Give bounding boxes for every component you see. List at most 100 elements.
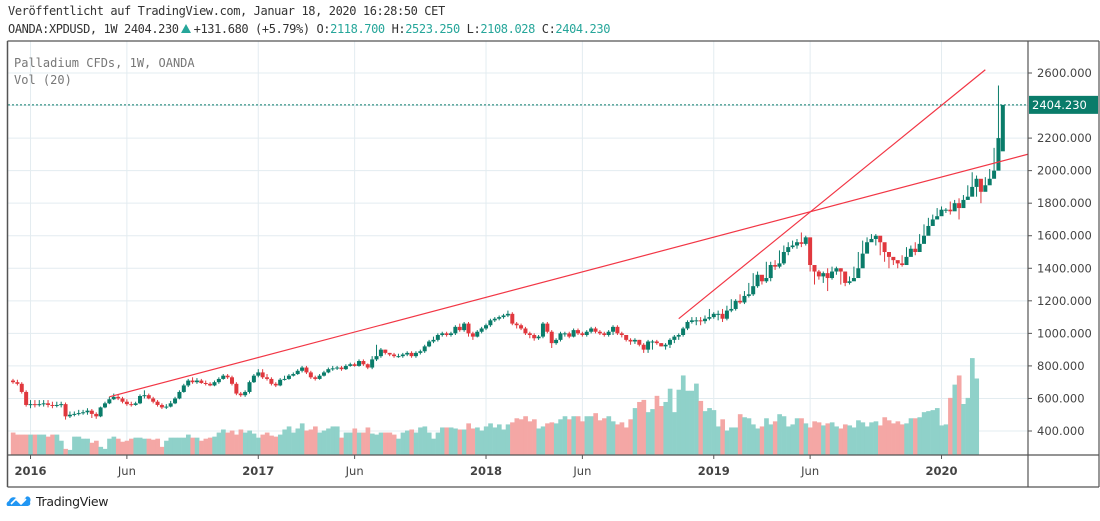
candle-body — [427, 341, 432, 347]
volume-bar — [786, 426, 791, 455]
candle-body — [843, 271, 848, 283]
candle — [869, 234, 874, 243]
volume-bar — [356, 432, 362, 455]
candle — [746, 282, 751, 298]
volume-bar — [545, 423, 550, 455]
high-value: 2523.250 — [405, 22, 460, 36]
candle-body — [216, 378, 221, 383]
volume-bar — [838, 428, 844, 455]
volume-bar — [746, 418, 752, 455]
volume-bar — [549, 422, 555, 455]
brand-name: TradingView — [36, 493, 109, 509]
candle-body — [965, 196, 970, 200]
candle-body — [186, 380, 191, 386]
candle-body — [738, 300, 743, 303]
candle-body — [694, 320, 699, 322]
candle-body — [580, 333, 585, 335]
volume-bar — [186, 434, 191, 455]
volume-bar — [440, 427, 445, 455]
volume-bar — [790, 424, 796, 455]
candle — [177, 390, 182, 400]
volume-bar — [917, 417, 923, 455]
volume-bar — [895, 421, 901, 455]
price-axis[interactable]: 2600.000 2200.000 2000.000 1800.000 1600.000… — [1028, 66, 1098, 438]
candle — [256, 369, 261, 378]
volume-bar — [610, 421, 616, 455]
candle-body — [59, 404, 64, 406]
candle — [764, 261, 769, 283]
candle — [247, 380, 252, 394]
volume-bar — [672, 412, 677, 455]
candle — [650, 339, 655, 350]
candle-body — [81, 412, 86, 414]
candle-body — [138, 396, 143, 404]
high-label: H: — [391, 22, 406, 36]
volume-bar — [720, 419, 726, 455]
volume-bar — [575, 416, 581, 455]
volume-bar — [426, 432, 432, 455]
candle — [646, 339, 651, 353]
candle-body — [409, 352, 414, 357]
volume-bar — [781, 416, 787, 455]
candle-body — [689, 320, 694, 322]
volume-bar — [80, 438, 86, 455]
tradingview-branding[interactable]: TradingView — [6, 493, 109, 509]
candle-body — [632, 339, 637, 342]
candle — [987, 169, 992, 186]
candle-body — [729, 308, 734, 311]
volume-bar — [799, 418, 804, 455]
trendlines[interactable] — [109, 69, 1034, 398]
candle — [808, 237, 813, 272]
volume-bar — [934, 408, 940, 455]
x-tick-label: 2020 — [926, 464, 958, 478]
candle — [89, 409, 94, 418]
candle — [330, 365, 335, 371]
candle-body — [339, 367, 344, 370]
volume-bar — [396, 438, 401, 455]
candle-body — [129, 404, 134, 406]
candle-body — [720, 313, 725, 319]
volume-bar — [225, 432, 231, 455]
volume-bar — [488, 423, 493, 455]
volume-bar — [908, 418, 914, 455]
trendline[interactable] — [678, 69, 986, 320]
candle — [479, 326, 484, 334]
volume-bar — [768, 424, 774, 455]
candle-body — [838, 268, 843, 272]
volume-bar — [431, 438, 436, 455]
volume-bar — [926, 411, 931, 455]
candle-body — [768, 265, 773, 279]
candle-body — [869, 238, 874, 243]
candle-body — [830, 271, 835, 279]
candle-body — [904, 256, 909, 266]
candle-body — [208, 383, 213, 386]
candle-body — [497, 317, 502, 319]
volume-legend[interactable]: Vol (20) — [14, 73, 72, 87]
y-tick-label: 1000.000 — [1037, 326, 1092, 340]
series-legend[interactable]: Palladium CFDs, 1W, OANDA — [14, 56, 195, 70]
volume-bar — [291, 432, 296, 455]
candle-body — [523, 328, 528, 334]
volume-bar — [803, 423, 809, 455]
volume-bar — [886, 420, 892, 455]
candle-body — [405, 352, 410, 355]
candle-body — [505, 313, 510, 316]
trendline[interactable] — [109, 152, 1034, 398]
volume-bar — [444, 427, 450, 455]
volume-bar — [869, 422, 874, 455]
candle — [900, 255, 905, 267]
candle-body — [917, 243, 922, 252]
candle — [107, 396, 112, 405]
time-axis[interactable]: 2016 Jun 2017 Jun 2018 Jun 2019 Jun 2020 — [15, 455, 958, 478]
candle-body — [764, 278, 769, 282]
candle — [703, 315, 708, 324]
volume-bar — [111, 436, 117, 455]
candle-body — [672, 336, 677, 340]
candle-body — [510, 313, 515, 324]
candle-body — [76, 413, 81, 415]
candle-body — [860, 253, 865, 269]
candle-body — [181, 385, 186, 392]
candle — [435, 333, 440, 342]
volume-bar — [317, 432, 323, 455]
